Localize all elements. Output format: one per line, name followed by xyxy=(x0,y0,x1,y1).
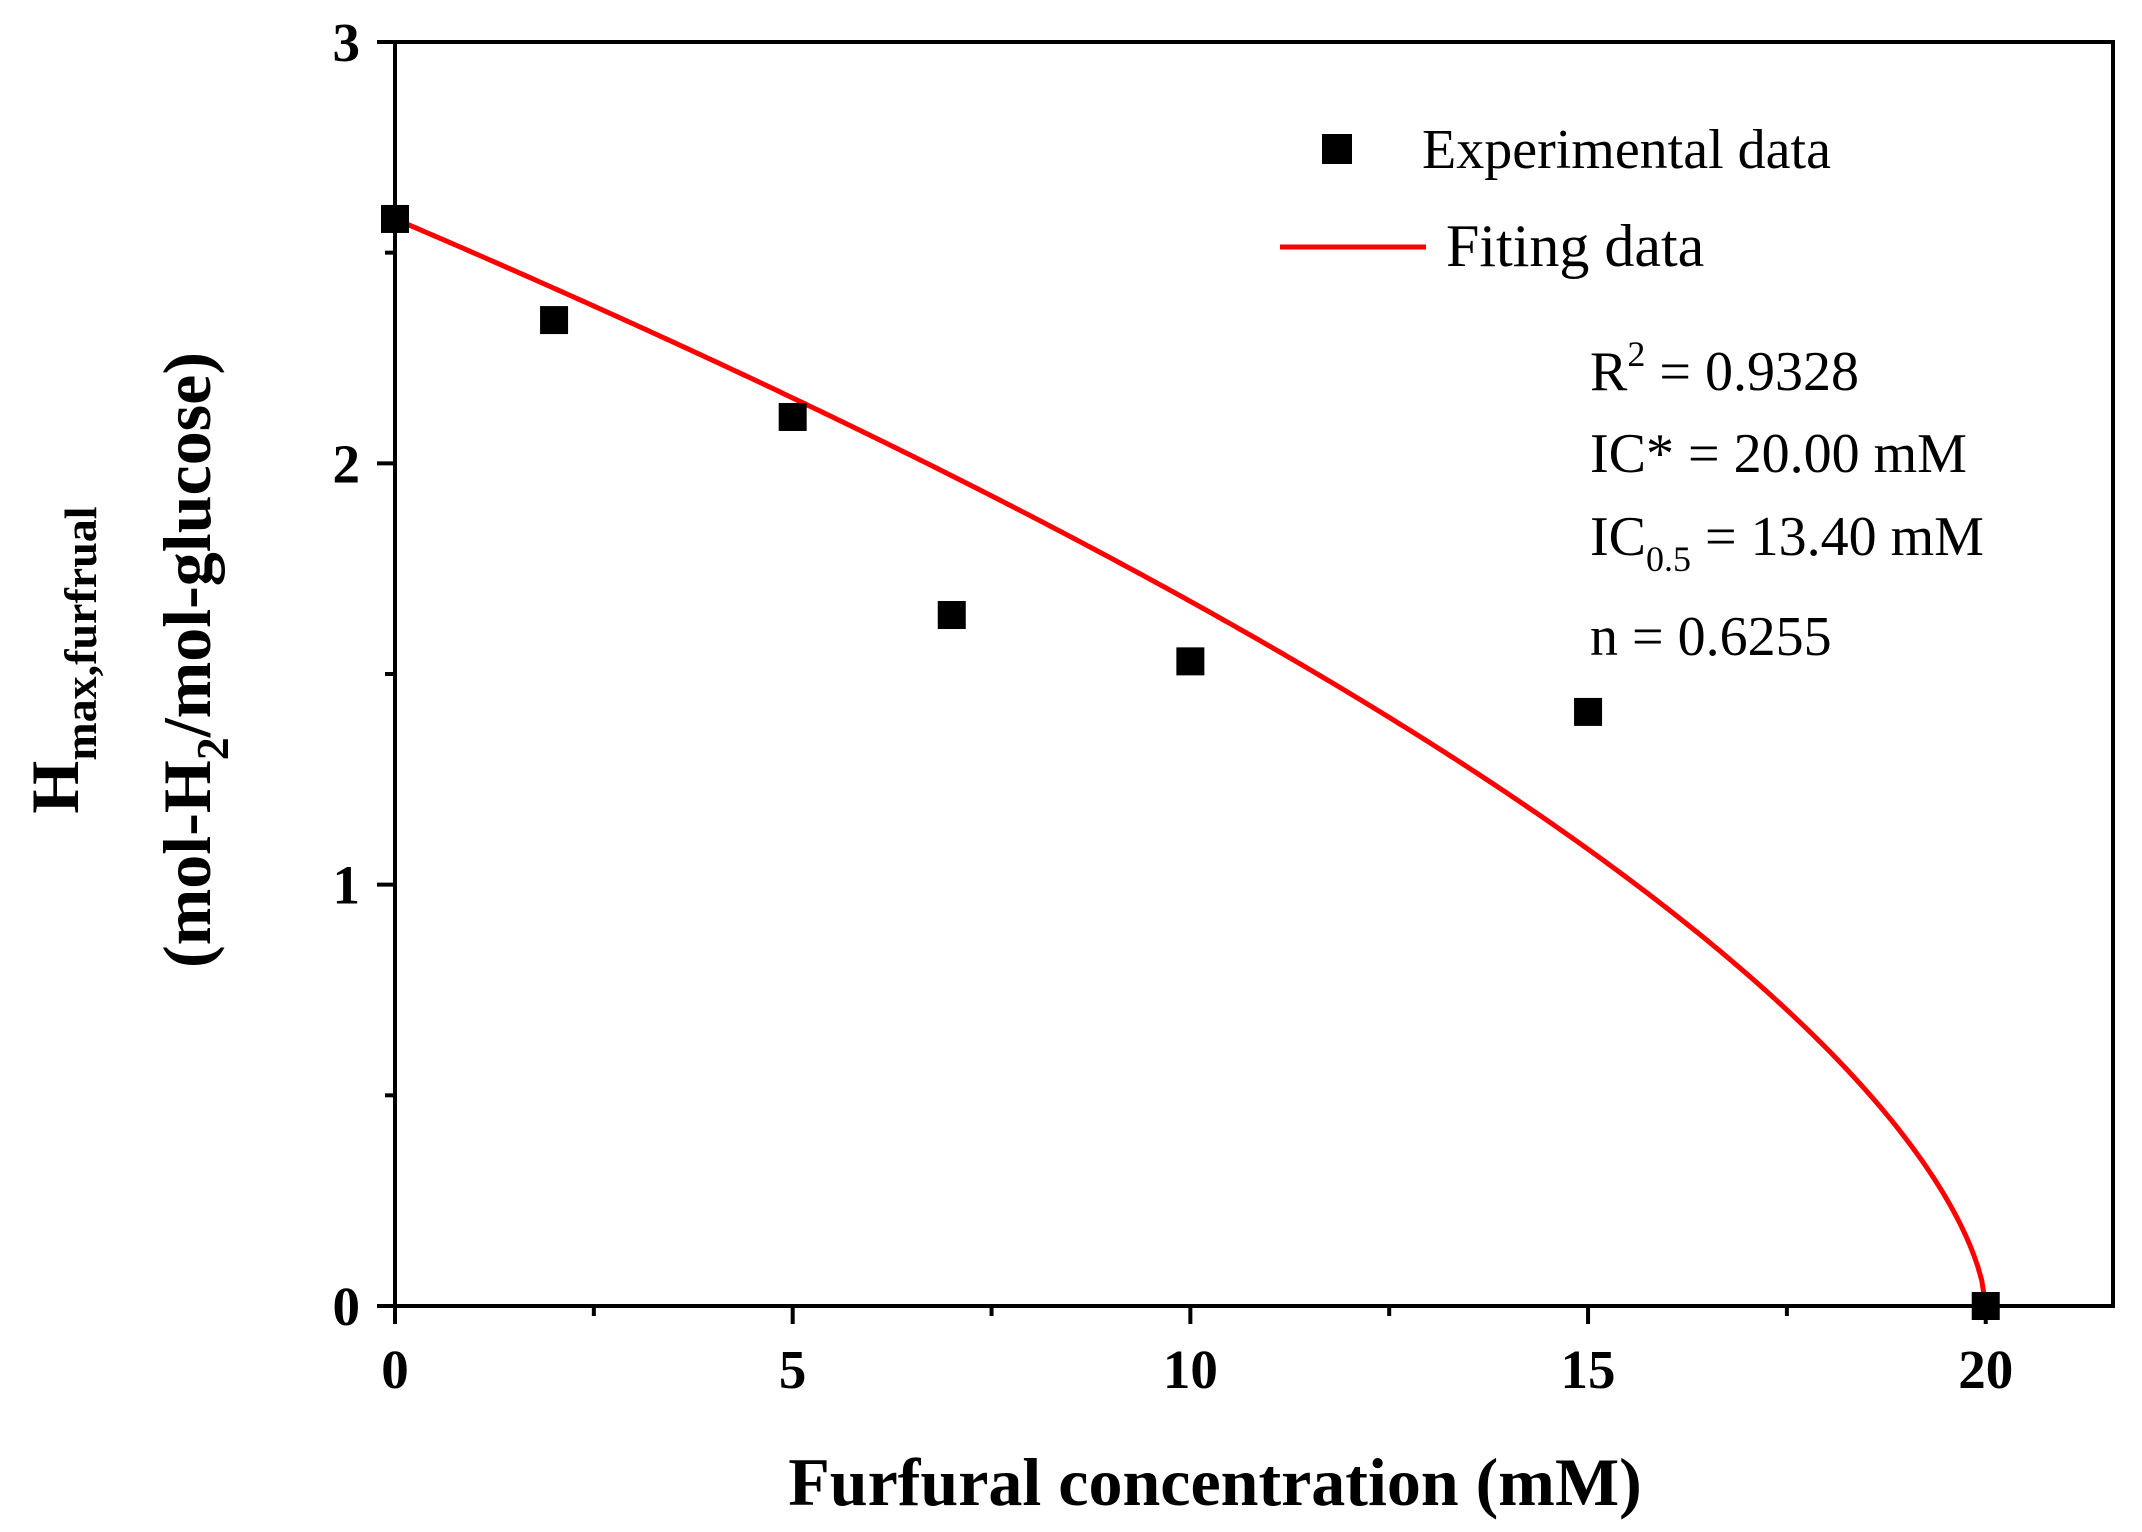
data-point xyxy=(1176,647,1205,676)
y-tick-label: 2 xyxy=(333,433,361,494)
experimental-series xyxy=(381,204,2000,1320)
y-tick-label: 1 xyxy=(333,855,361,916)
x-axis-title: Furfural concentration (mM) xyxy=(788,1444,1642,1520)
legend: Experimental data Fiting data xyxy=(1280,119,1831,279)
y-axis-title-line1: Hmax,furfrual xyxy=(17,506,106,813)
data-point xyxy=(937,601,966,630)
fit-series xyxy=(394,216,1989,1307)
data-point xyxy=(381,204,409,233)
data-point xyxy=(540,306,569,335)
y-tick-label: 3 xyxy=(333,12,361,73)
x-tick-label: 15 xyxy=(1561,1339,1616,1400)
y-axis-title-line2: (mol-H2/mol-glucose) xyxy=(149,352,238,968)
annotation-ic-half-value: = 13.40 mM xyxy=(1691,506,1984,568)
annotation-n: n = 0.6255 xyxy=(1590,606,1832,668)
y-axis-title: Hmax,furfrual (mol-H2/mol-glucose) xyxy=(17,352,238,968)
x-tick-label: 0 xyxy=(381,1339,409,1400)
annotation-r-squared: R2 = 0.9328 xyxy=(1590,334,1859,403)
x-tick-label: 10 xyxy=(1163,1339,1218,1400)
data-point xyxy=(778,402,807,431)
y-tick-label: 0 xyxy=(333,1276,361,1337)
data-point xyxy=(1971,1292,2000,1320)
data-point xyxy=(1574,697,1603,726)
annotation-ic-star: IC* = 20.00 mM xyxy=(1590,423,1967,485)
y-axis-title-unit-a: (mol-H xyxy=(149,760,225,968)
axis-tick-labels: 0 5 10 15 20 0 1 2 3 xyxy=(333,12,2014,1400)
legend-label-fitting: Fiting data xyxy=(1446,213,1704,279)
annotation-r-prefix: R xyxy=(1590,341,1628,403)
annotation-ic-half: IC0.5 = 13.40 mM xyxy=(1590,506,1984,579)
fit-curve xyxy=(394,216,1989,1307)
y-axis-title-h: H xyxy=(17,761,93,814)
y-axis-title-unit-b: /mol-glucose) xyxy=(149,352,225,738)
x-tick-label: 5 xyxy=(779,1339,807,1400)
x-tick-label: 20 xyxy=(1958,1339,2013,1400)
y-axis-title-h-subscript: max,furfrual xyxy=(55,506,106,760)
annotation-r-value: = 0.9328 xyxy=(1645,341,1859,403)
annotation-ic-half-prefix: IC xyxy=(1590,506,1646,568)
y-axis-title-unit-subscript: 2 xyxy=(187,737,238,760)
annotation-r-superscript: 2 xyxy=(1627,334,1645,374)
legend-label-experimental: Experimental data xyxy=(1422,119,1831,181)
annotation-ic-half-subscript: 0.5 xyxy=(1646,539,1691,579)
legend-marker-experimental xyxy=(1322,134,1352,164)
fit-annotations: R2 = 0.9328 IC* = 20.00 mM IC0.5 = 13.40… xyxy=(1590,334,1984,668)
